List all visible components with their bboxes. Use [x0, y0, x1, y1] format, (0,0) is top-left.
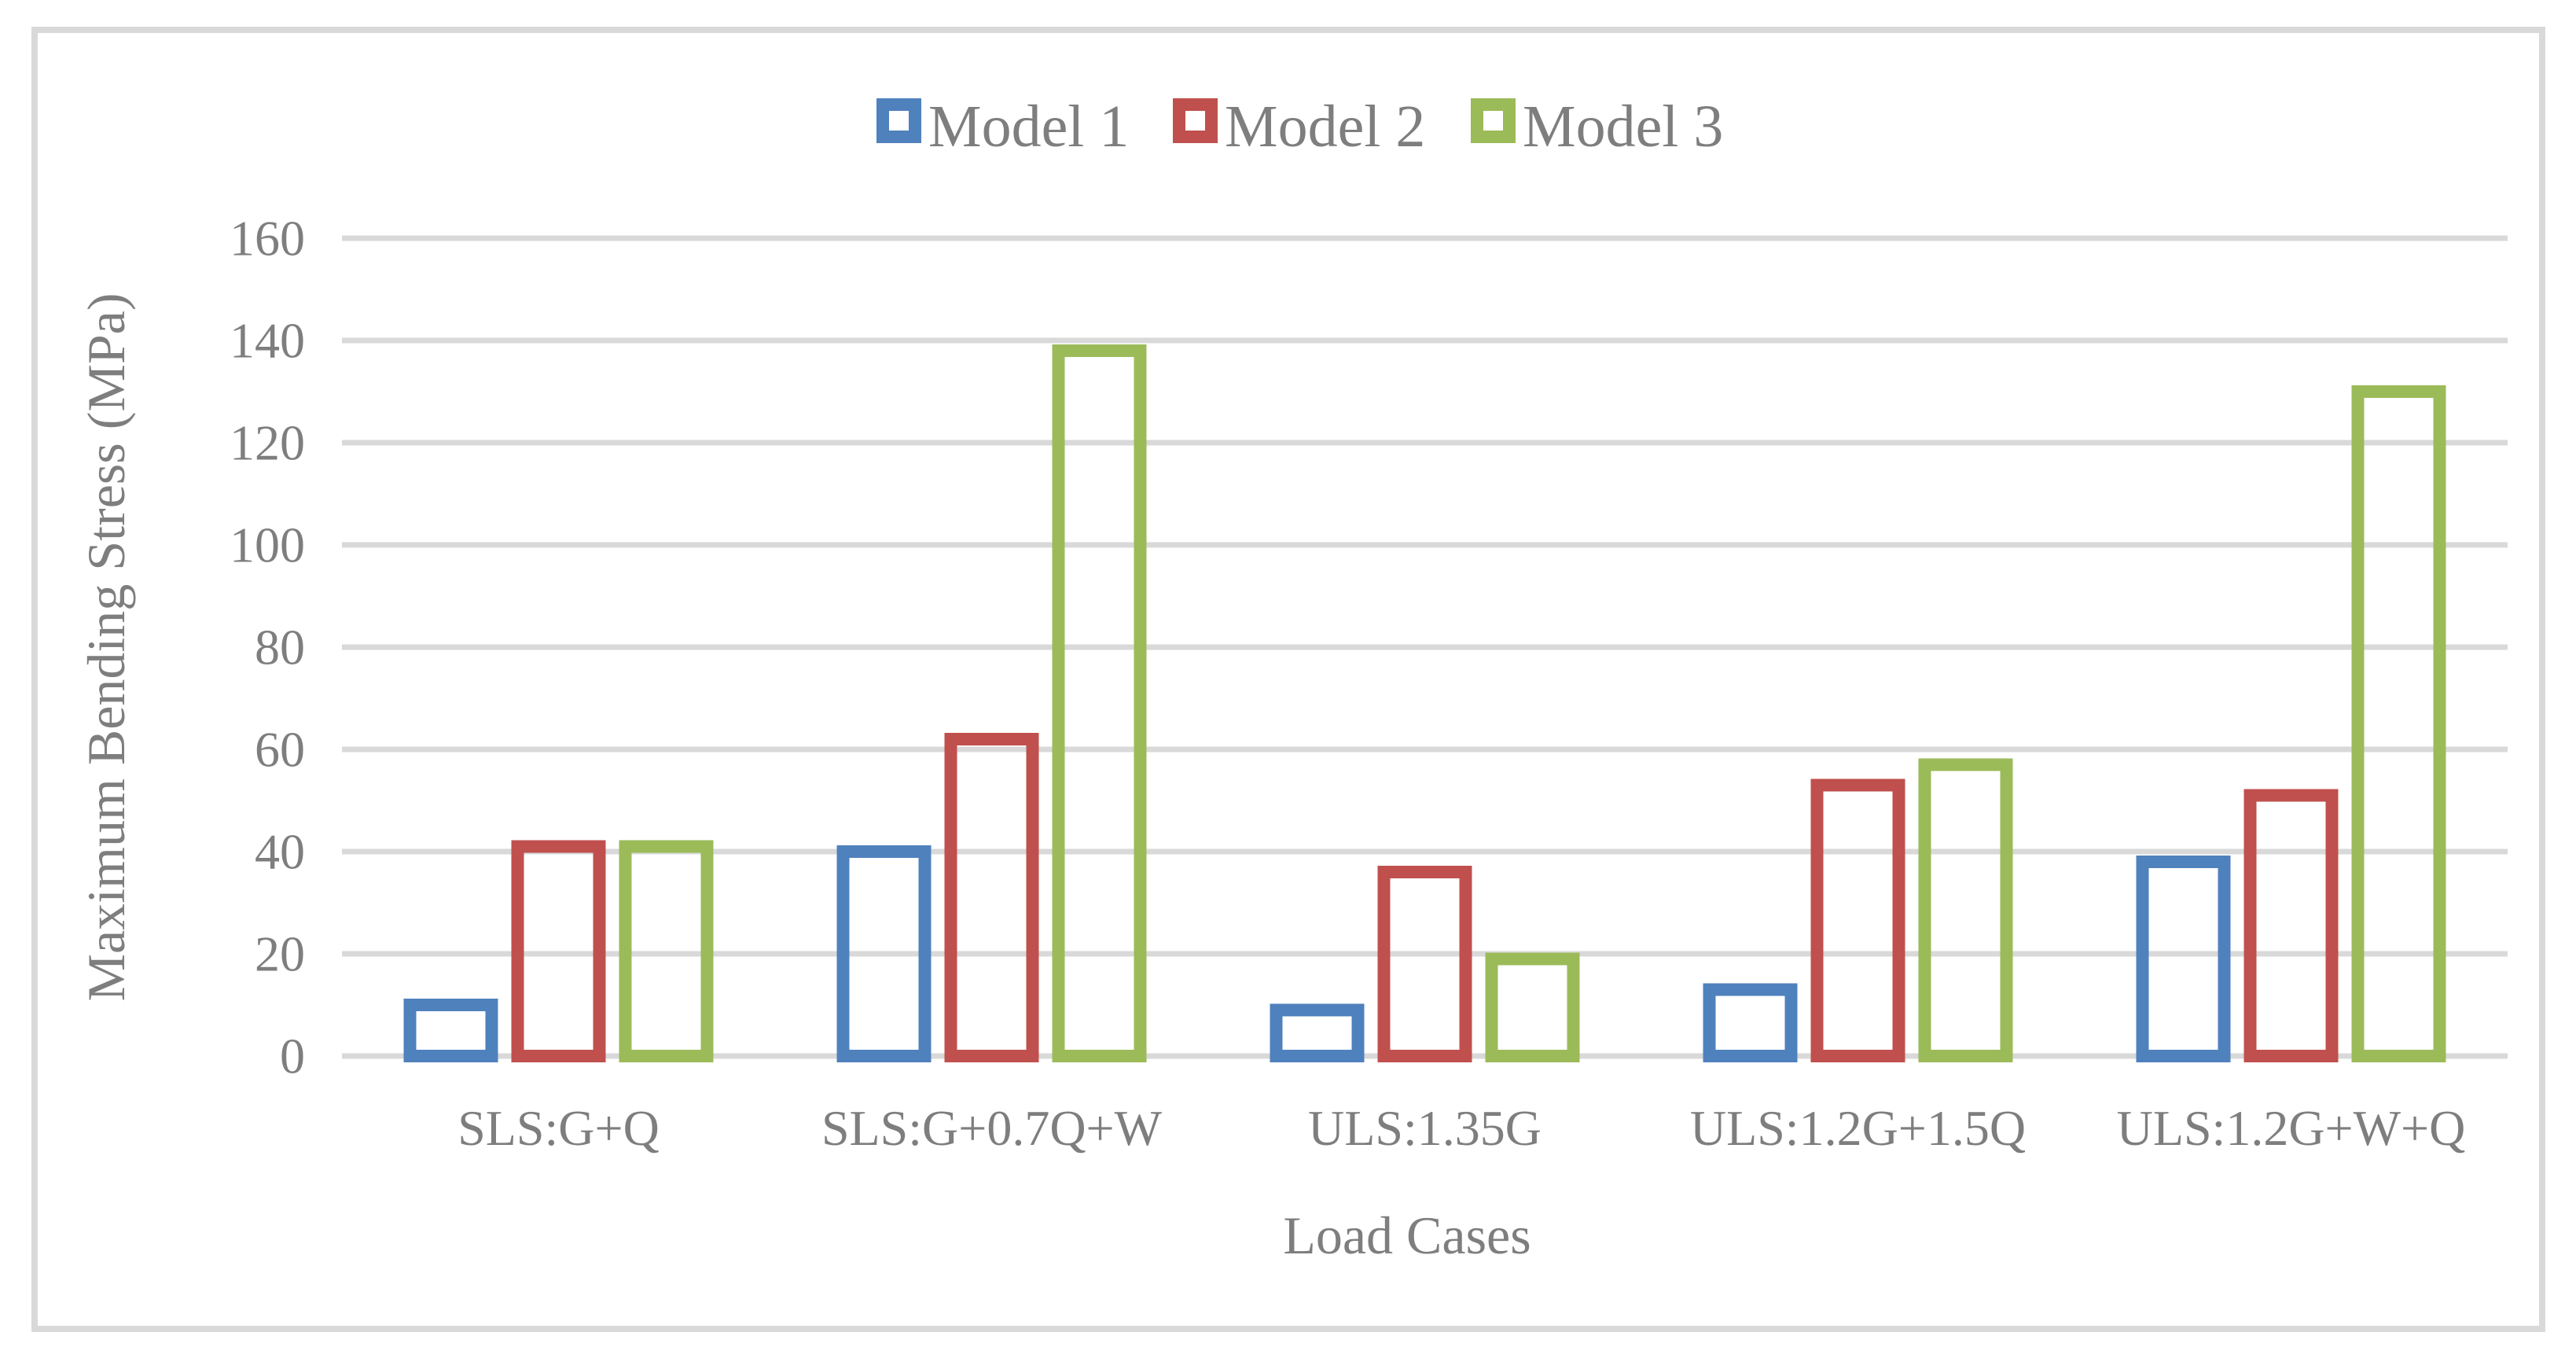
- bar-model-3-uls-1-2g-1-5q: [1918, 758, 2013, 1062]
- bar-model-2-sls-g-0-7q-w: [944, 733, 1039, 1062]
- chart-border: [31, 27, 2545, 1332]
- bar-model-2-uls-1-35g: [1377, 866, 1472, 1062]
- y-tick-label: 0: [280, 1029, 305, 1084]
- bar-model-2-sls-g-q: [511, 840, 606, 1062]
- y-axis-tick-labels: 0 20 40 60 80 100 120 140 160: [230, 211, 305, 1084]
- x-axis-category-label: ULS:1.2G+W+Q: [2117, 1100, 2466, 1156]
- y-tick-label: 20: [255, 926, 305, 982]
- bar-model-3-sls-g-0-7q-w: [1052, 344, 1147, 1062]
- legend: Model 1 Model 2 Model 3: [876, 94, 1723, 160]
- legend-item-model-2: Model 2: [1173, 94, 1425, 160]
- x-axis-category-label: SLS:G+0.7Q+W: [821, 1100, 1163, 1156]
- legend-marker-model-3: [1471, 98, 1516, 143]
- x-axis-title: Load Cases: [1283, 1205, 1531, 1265]
- bar-model-1-uls-1-2g-w-q: [2136, 856, 2231, 1062]
- x-axis-category-labels: SLS:G+Q SLS:G+0.7Q+W ULS:1.35G ULS:1.2G+1.5…: [458, 1100, 2465, 1156]
- bar-model-1-sls-g-q: [403, 999, 498, 1062]
- x-axis-category-label: ULS:1.35G: [1308, 1100, 1542, 1156]
- bar-model-2-uls-1-2g-w-q: [2243, 789, 2339, 1062]
- legend-marker-model-2: [1173, 98, 1218, 143]
- legend-label: Model 3: [1523, 94, 1723, 160]
- y-tick-label: 140: [230, 313, 305, 369]
- legend-label: Model 2: [1225, 94, 1425, 160]
- y-tick-label: 40: [255, 824, 305, 880]
- bars-layer: [403, 344, 2446, 1062]
- bar-model-2-uls-1-2g-1-5q: [1810, 778, 1905, 1062]
- x-axis-category-label: ULS:1.2G+1.5Q: [1690, 1100, 2026, 1156]
- bar-model-1-uls-1-2g-1-5q: [1703, 983, 1798, 1062]
- x-axis-category-label: SLS:G+Q: [458, 1100, 660, 1156]
- y-tick-label: 100: [230, 517, 305, 573]
- y-axis-title: Maximum Bending Stress (MPa): [76, 293, 136, 1002]
- bar-model-1-sls-g-0-7q-w: [836, 845, 932, 1062]
- legend-item-model-1: Model 1: [876, 94, 1129, 160]
- bar-model-3-uls-1-35g: [1485, 952, 1580, 1062]
- bar-model-3-sls-g-q: [619, 840, 714, 1062]
- y-tick-label: 80: [255, 620, 305, 675]
- y-tick-label: 120: [230, 415, 305, 471]
- bar-model-1-uls-1-35g: [1270, 1003, 1365, 1062]
- legend-item-model-3: Model 3: [1471, 94, 1723, 160]
- bar-model-3-uls-1-2g-w-q: [2351, 385, 2446, 1062]
- legend-label: Model 1: [928, 94, 1129, 160]
- y-tick-label: 160: [230, 211, 305, 267]
- legend-marker-model-1: [876, 98, 921, 143]
- y-tick-label: 60: [255, 722, 305, 778]
